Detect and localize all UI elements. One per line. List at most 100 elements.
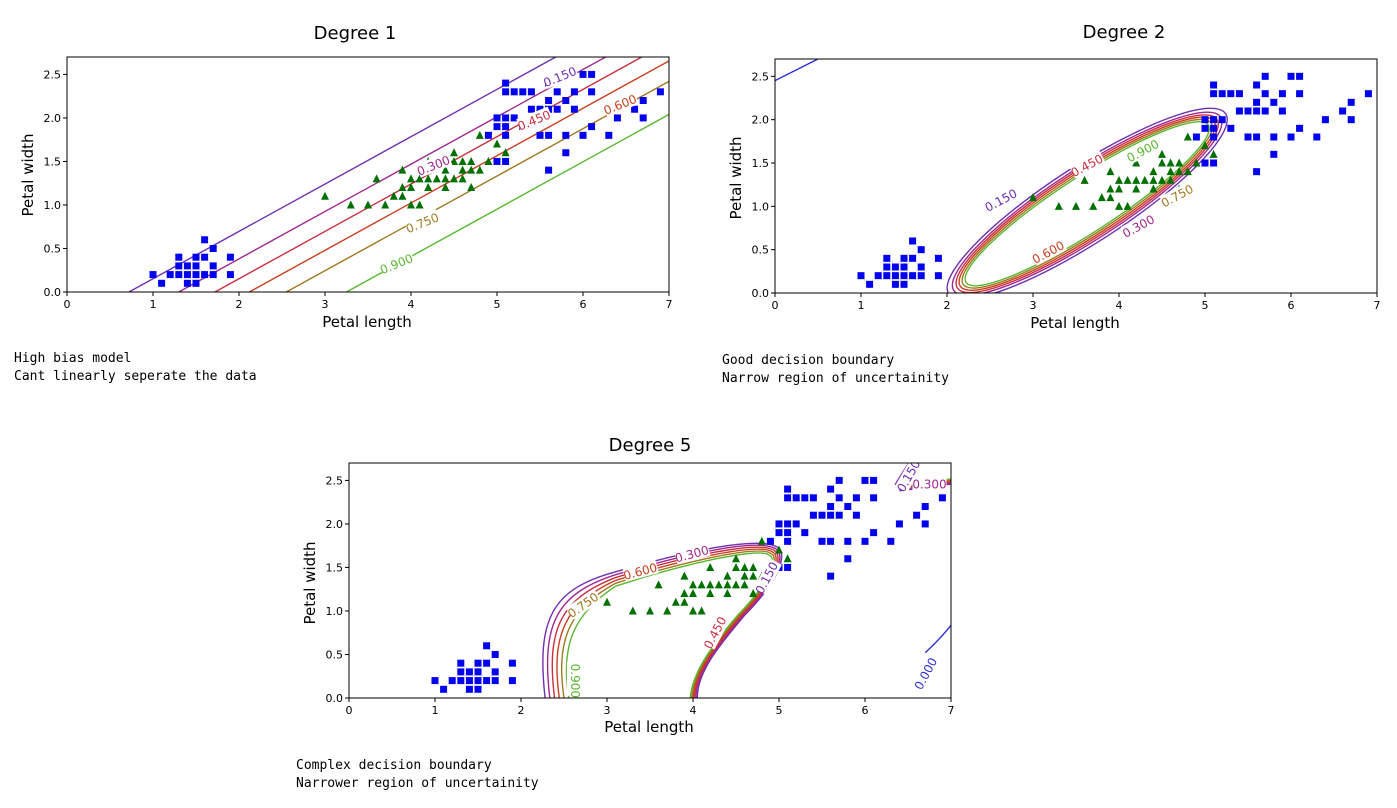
y-tick-label: 1.5 <box>44 155 62 168</box>
data-point-square <box>891 280 899 288</box>
x-tick-label: 6 <box>580 298 587 311</box>
x-tick-label: 5 <box>494 298 501 311</box>
data-point-square <box>483 677 491 685</box>
y-tick-label: 0.5 <box>752 244 770 257</box>
data-point-square <box>835 476 843 484</box>
contour-line-0.000 <box>775 59 819 82</box>
data-point-square <box>166 271 174 279</box>
data-point-triangle <box>415 200 424 209</box>
data-point-square <box>519 88 527 96</box>
data-point-triangle <box>1201 141 1209 150</box>
data-point-square <box>917 263 925 271</box>
data-point-square <box>883 254 891 262</box>
chart-degree-1-svg: Degree 1 0 1 2 3 4 5 6 7 0.0 0.5 1.0 1.5 2.0 2.5 0.150… <box>19 23 673 331</box>
contour-label-bg <box>541 63 579 89</box>
data-point-square <box>827 511 835 519</box>
data-point-triangle <box>706 562 715 571</box>
y-tick-label: 0.0 <box>44 286 62 299</box>
data-point-square <box>784 529 792 537</box>
note-line: Complex decision boundary <box>296 758 492 773</box>
data-point-square <box>784 537 792 545</box>
data-point-square <box>579 70 587 78</box>
data-point-square <box>827 572 835 580</box>
data-point-square <box>784 494 792 502</box>
data-point-square <box>1235 107 1243 115</box>
note-line: Cant linearly seperate the data <box>14 369 257 384</box>
data-point-square <box>809 511 817 519</box>
data-point-square <box>1210 81 1218 89</box>
data-point-square <box>570 105 578 113</box>
data-point-square <box>527 105 535 113</box>
data-point-triangle <box>1183 132 1192 141</box>
y-axis-label: Petal width <box>19 133 37 216</box>
data-point-square <box>605 131 613 139</box>
data-point-square <box>1296 124 1304 132</box>
data-point-triangle <box>424 174 433 183</box>
plot-frame <box>66 56 670 293</box>
x-tick-label: 4 <box>1116 299 1123 312</box>
contour-line-0.600 <box>248 60 669 292</box>
y-tick-label: 2.0 <box>326 518 344 531</box>
data-point-triangle <box>441 183 450 192</box>
data-point-square <box>209 244 217 252</box>
data-point-triangle <box>706 589 715 598</box>
contour-label: 0.300 <box>912 478 946 492</box>
data-point-square <box>1253 81 1261 89</box>
data-point-square <box>183 271 191 279</box>
data-point-square <box>502 157 510 165</box>
data-point-triangle <box>749 571 758 580</box>
data-point-square <box>545 131 553 139</box>
data-point-square <box>192 279 200 287</box>
data-point-square <box>562 131 570 139</box>
data-point-square <box>527 88 535 96</box>
data-point-triangle <box>1209 149 1218 158</box>
data-point-square <box>809 494 817 502</box>
data-point-triangle <box>1080 175 1089 184</box>
data-point-square <box>1347 98 1355 106</box>
contour-line-0.150 <box>894 463 910 486</box>
x-tick-label: 0 <box>346 704 353 717</box>
data-point-triangle <box>732 562 740 571</box>
data-point-square <box>874 272 882 280</box>
data-point-triangle <box>1123 201 1132 210</box>
data-point-square <box>440 685 448 693</box>
x-tick-label: 3 <box>604 704 611 717</box>
x-tick-label: 1 <box>858 299 865 312</box>
chart-degree-2: Degree 2 0 1 2 3 4 5 6 7 0.0 0.5 1.0 1.5 2.0 2.5 0.150… <box>700 0 1397 340</box>
contour-line-0.150 <box>128 57 558 292</box>
data-point-square <box>1210 133 1218 141</box>
data-point-triangle <box>407 200 415 209</box>
data-point-square <box>192 271 200 279</box>
data-point-square <box>1347 116 1355 124</box>
data-point-square <box>201 236 209 244</box>
data-point-square <box>1210 116 1218 124</box>
data-point-triangle <box>749 562 758 571</box>
data-point-triangle <box>783 554 792 563</box>
y-tick-label: 0.5 <box>44 242 62 255</box>
data-point-triangle <box>663 606 672 615</box>
data-point-triangle <box>398 183 407 192</box>
data-point-square <box>1287 133 1295 141</box>
data-point-triangle <box>1149 167 1158 176</box>
data-point-square <box>465 685 473 693</box>
data-point-square <box>656 88 664 96</box>
data-point-square <box>887 537 895 545</box>
contour-label-bg <box>1125 135 1162 165</box>
data-point-triangle <box>723 580 732 589</box>
data-point-triangle <box>697 580 706 589</box>
data-point-triangle <box>407 183 415 192</box>
data-point-square <box>1261 90 1269 98</box>
plot-frame <box>348 462 952 699</box>
data-point-triangle <box>1149 175 1158 184</box>
data-point-triangle <box>424 183 433 192</box>
data-point-square <box>870 529 878 537</box>
chart-degree-5: Degree 5 0 1 2 3 4 5 6 7 0.0 0.5 1.0 1.5 2.0 2.5 0.300… <box>280 420 980 750</box>
data-point-triangle <box>1132 184 1141 193</box>
data-point-square <box>1287 72 1295 80</box>
data-point-square <box>474 677 482 685</box>
data-point-square <box>900 272 908 280</box>
x-tick-label: 7 <box>666 298 673 311</box>
data-point-square <box>1201 116 1209 124</box>
data-point-square <box>909 254 917 262</box>
data-point-square <box>766 537 774 545</box>
